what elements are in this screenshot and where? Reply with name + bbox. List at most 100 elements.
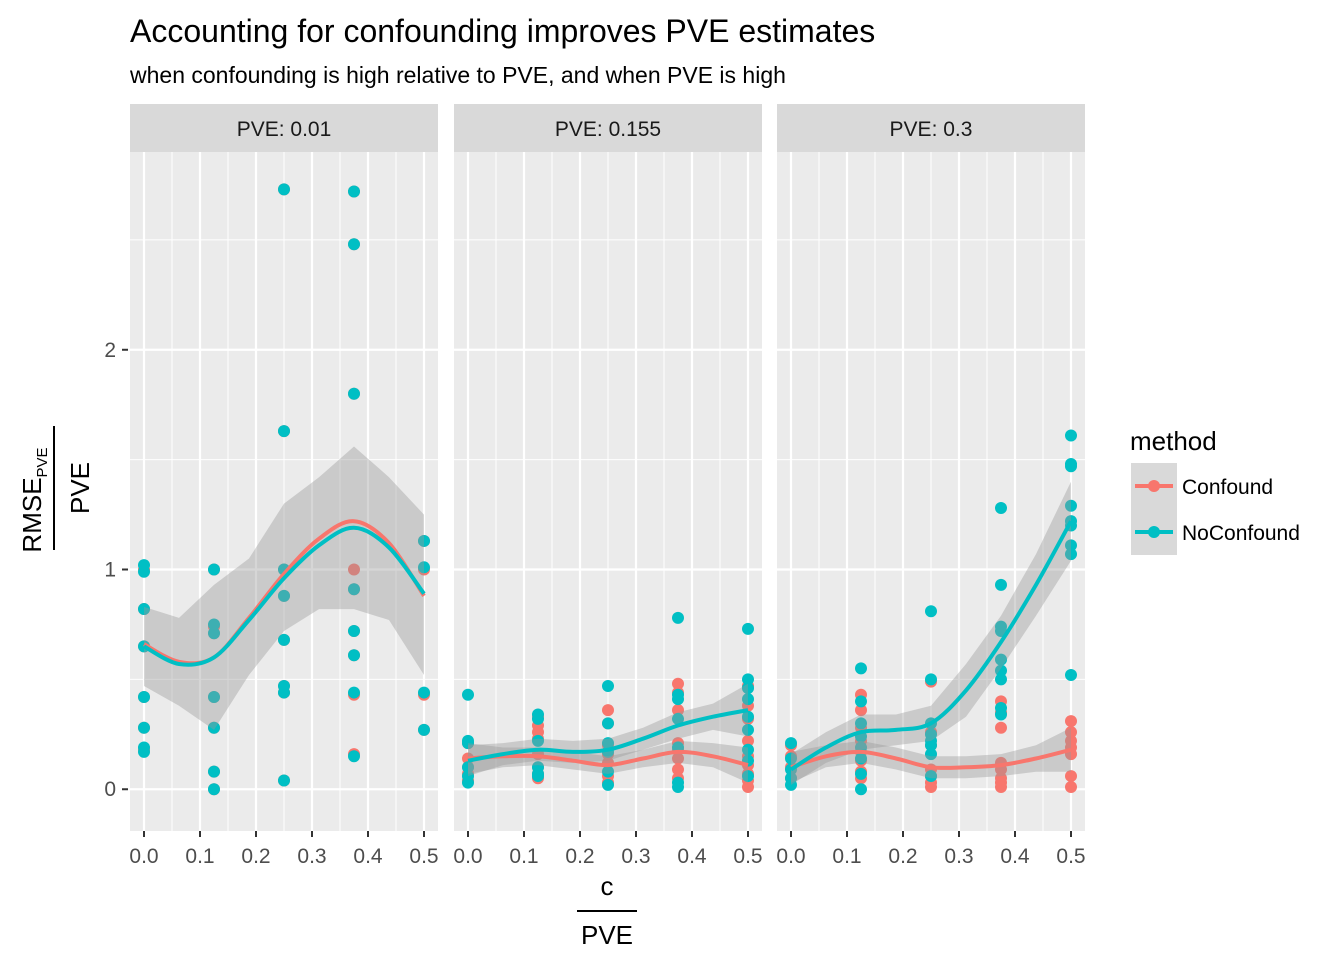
data-point-noconfound xyxy=(925,770,937,783)
legend-entry-noconfound: NoConfound xyxy=(1131,509,1300,555)
x-tick-label: 0.1 xyxy=(509,845,538,868)
x-tick-label: 0.2 xyxy=(888,845,917,868)
legend-label: Confound xyxy=(1182,476,1273,499)
data-point-noconfound xyxy=(925,605,937,618)
smooth-line-confound xyxy=(467,749,749,768)
facet-strip-label: PVE: 0.3 xyxy=(890,118,973,141)
data-point-noconfound xyxy=(462,761,474,774)
data-point-noconfound xyxy=(995,653,1007,666)
y-axis-title-rmse: RMSE xyxy=(17,477,47,552)
data-point-noconfound xyxy=(742,770,754,783)
smooth-line-noconfound xyxy=(467,708,749,763)
data-point-noconfound xyxy=(855,717,867,730)
data-point-noconfound xyxy=(742,723,754,736)
facet-strip xyxy=(130,104,438,152)
data-point-confound xyxy=(925,781,937,794)
panel-content xyxy=(785,429,1077,796)
data-point-noconfound xyxy=(418,534,430,547)
data-point-noconfound xyxy=(348,750,360,763)
x-tick-label: 0.3 xyxy=(621,845,650,868)
data-point-noconfound xyxy=(742,673,754,686)
data-point-noconfound xyxy=(532,734,544,747)
x-tick-label: 0.2 xyxy=(565,845,594,868)
data-point-confound xyxy=(672,763,684,776)
data-point-noconfound xyxy=(278,425,290,438)
legend-title: method xyxy=(1130,426,1217,456)
data-point-confound xyxy=(672,677,684,690)
x-axis-title: c PVE xyxy=(577,871,637,950)
data-point-confound xyxy=(742,734,754,747)
facet-strip-label: PVE: 0.155 xyxy=(555,118,661,141)
legend-entry-confound: Confound xyxy=(1131,463,1273,509)
panel-content xyxy=(462,611,754,794)
x-tick-label: 0.3 xyxy=(297,845,326,868)
data-point-noconfound xyxy=(1065,499,1077,512)
x-tick-label: 0.5 xyxy=(733,845,762,868)
facet-panel: PVE: 0.155 0.0 0.1 0.2 0.3 0.4 0.5 xyxy=(453,104,763,868)
data-point-noconfound xyxy=(742,710,754,723)
confidence-band-confound xyxy=(791,727,1071,783)
x-tick-label: 0.1 xyxy=(832,845,861,868)
data-point-noconfound xyxy=(418,561,430,574)
data-point-noconfound xyxy=(278,183,290,196)
data-point-noconfound xyxy=(672,693,684,706)
data-point-confound xyxy=(1065,715,1077,728)
data-point-noconfound xyxy=(208,721,220,734)
data-point-noconfound xyxy=(672,611,684,624)
y-tick-label: 1 xyxy=(104,559,116,582)
data-point-noconfound xyxy=(995,708,1007,721)
data-point-confound xyxy=(1065,770,1077,783)
data-point-noconfound xyxy=(138,721,150,734)
data-point-noconfound xyxy=(1065,429,1077,442)
data-point-noconfound xyxy=(462,776,474,789)
data-point-noconfound xyxy=(532,770,544,783)
panel-content xyxy=(138,183,430,796)
data-point-noconfound xyxy=(1065,548,1077,561)
data-point-noconfound xyxy=(278,686,290,699)
facet-strip-label: PVE: 0.01 xyxy=(237,118,332,141)
data-point-noconfound xyxy=(742,682,754,695)
data-point-noconfound xyxy=(995,664,1007,677)
data-point-noconfound xyxy=(855,752,867,765)
y-axis-title-denominator: PVE xyxy=(65,462,95,514)
data-point-noconfound xyxy=(208,563,220,576)
data-point-noconfound xyxy=(418,723,430,736)
data-point-noconfound xyxy=(742,622,754,635)
data-point-noconfound xyxy=(418,686,430,699)
data-point-noconfound xyxy=(278,589,290,602)
data-point-noconfound xyxy=(925,748,937,761)
confidence-band-noconfound xyxy=(468,683,748,777)
x-axis-title-numerator: c xyxy=(601,871,614,901)
data-point-confound xyxy=(1065,781,1077,794)
y-tick-label: 2 xyxy=(104,339,116,362)
data-point-confound xyxy=(995,781,1007,794)
data-point-noconfound xyxy=(348,625,360,638)
x-tick-label: 0.0 xyxy=(129,845,158,868)
data-point-noconfound xyxy=(855,767,867,780)
facet-strip xyxy=(454,104,762,152)
data-point-noconfound xyxy=(348,583,360,596)
data-point-noconfound xyxy=(672,781,684,794)
data-point-confound xyxy=(602,704,614,717)
data-point-noconfound xyxy=(348,185,360,198)
data-point-confound xyxy=(672,752,684,765)
x-tick-label: 0.4 xyxy=(1000,845,1030,868)
x-tick-label: 0.4 xyxy=(677,845,707,868)
legend-key-point xyxy=(1148,480,1160,492)
data-point-noconfound xyxy=(138,603,150,616)
smooth-line-confound xyxy=(790,747,1072,770)
x-tick-label: 0.0 xyxy=(453,845,482,868)
data-point-confound xyxy=(672,704,684,717)
data-point-noconfound xyxy=(138,690,150,703)
data-point-confound xyxy=(1065,726,1077,739)
data-point-noconfound xyxy=(208,627,220,640)
data-point-noconfound xyxy=(855,662,867,675)
data-point-noconfound xyxy=(208,765,220,778)
legend-key-point xyxy=(1148,526,1160,538)
data-point-confound xyxy=(995,721,1007,734)
data-point-noconfound xyxy=(348,649,360,662)
data-point-noconfound xyxy=(742,743,754,756)
facet-panel: PVE: 0.01 0.0 0.1 0.2 0.3 0.4 0.5 xyxy=(129,104,439,868)
